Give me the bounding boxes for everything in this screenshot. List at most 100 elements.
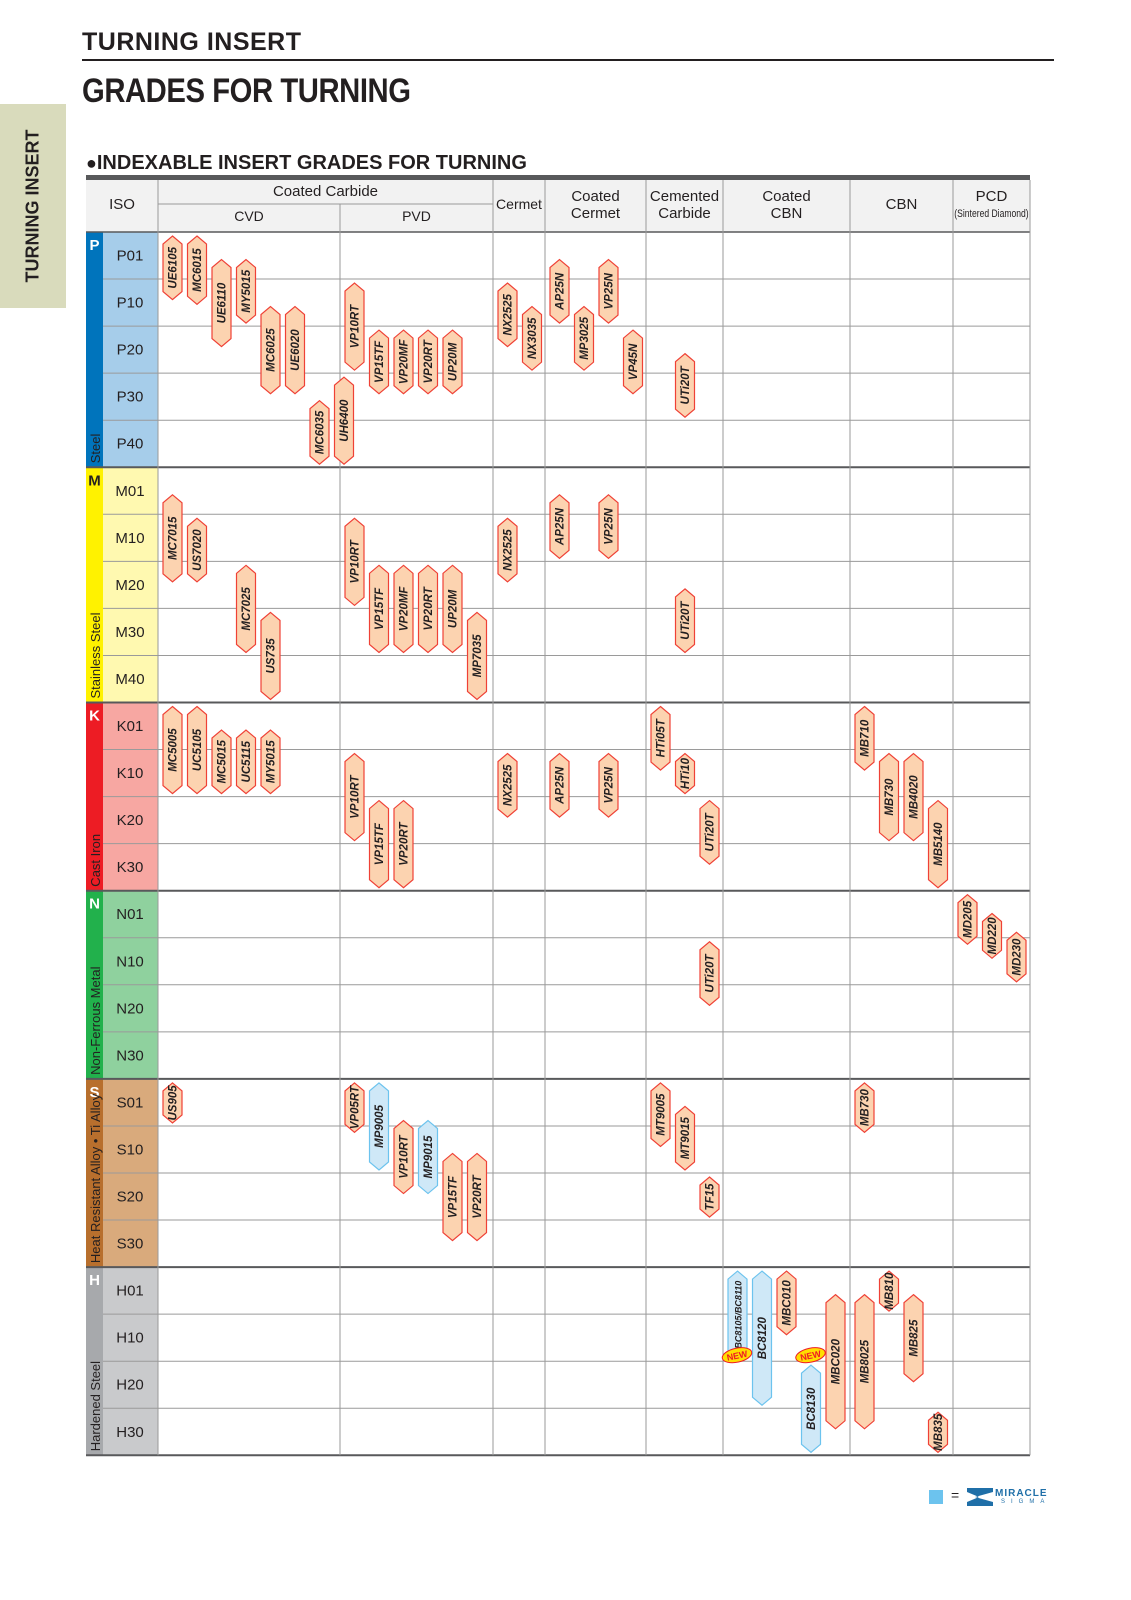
- grade-label: NX2525: [503, 529, 515, 571]
- header-cemented-carbide: Cemented: [650, 188, 719, 205]
- group-name-N: Non-Ferrous Metal: [88, 966, 103, 1074]
- group-bar-N: [86, 890, 103, 1079]
- grade-bar: [878, 1270, 900, 1312]
- group-bar-H: [86, 1267, 103, 1456]
- iso-row-label: H01: [116, 1283, 144, 1300]
- grade-label: AP25N: [555, 272, 567, 311]
- grade-bar: [260, 611, 281, 701]
- grade-label: MB710: [860, 719, 872, 757]
- grade-bar: [878, 752, 900, 842]
- grade-label: MB810: [884, 1272, 896, 1310]
- iso-row-label: H10: [116, 1330, 144, 1347]
- grade-bar: [211, 729, 232, 795]
- grade-bar: [598, 493, 619, 560]
- grade-label: UH6400: [339, 399, 351, 442]
- grade-label: VP20RT: [472, 1174, 484, 1218]
- grade-bar: [674, 752, 696, 795]
- section-title: ●INDEXABLE INSERT GRADES FOR TURNING: [86, 152, 527, 175]
- grade-bar: [344, 517, 365, 607]
- grade-bar: [622, 329, 644, 395]
- legend-brand: MIRACLE: [995, 1488, 1048, 1499]
- grade-label: NX3035: [527, 317, 539, 359]
- grade-label: VP45N: [628, 343, 640, 380]
- grade-label: UE6020: [290, 329, 302, 371]
- grade-bar: [393, 799, 414, 889]
- side-tab[interactable]: TURNING INSERT: [0, 104, 66, 308]
- grade-label: AP25N: [555, 507, 567, 546]
- miracle-sigma-logo-icon: [967, 1488, 993, 1506]
- grade-label: UTi20T: [680, 365, 692, 404]
- group-bar-K: [86, 702, 103, 891]
- grade-bar: [344, 1082, 365, 1134]
- grade-label: US735: [266, 638, 278, 674]
- grade-label: HTi10: [680, 757, 692, 789]
- grade-label: VP25N: [604, 766, 616, 803]
- grade-bar: [981, 912, 1003, 960]
- grade-label: MB730: [860, 1088, 872, 1126]
- grade-bar: [1006, 931, 1027, 983]
- group-bar-M: [86, 467, 103, 703]
- grade-bar: [186, 517, 208, 583]
- grade-label: MB4020: [909, 775, 921, 819]
- iso-row-label: P01: [117, 248, 144, 265]
- iso-row-label: H20: [116, 1377, 144, 1394]
- legend: = MIRACLE SIGMA: [929, 1486, 1050, 1508]
- grade-label: MB835: [933, 1413, 945, 1451]
- grade-bar: [674, 352, 696, 418]
- grade-bar: [854, 1293, 875, 1430]
- iso-row-label: K10: [117, 765, 144, 782]
- iso-row-label: N10: [116, 953, 144, 970]
- grade-bar: [854, 1082, 875, 1134]
- grade-label: TF15: [705, 1183, 717, 1210]
- header-cermet: Cermet: [496, 196, 542, 212]
- grade-label: BC8130: [806, 1387, 818, 1430]
- grade-label: VP10RT: [350, 775, 362, 819]
- grade-label: UTi20T: [705, 812, 717, 851]
- grade-label: VP15TF: [374, 340, 386, 383]
- grade-label: HTi05T: [656, 718, 668, 757]
- grade-bar: [393, 564, 414, 654]
- grade-bar: [466, 611, 488, 701]
- group-bar-P: [86, 232, 103, 468]
- iso-row-label: M40: [115, 671, 144, 688]
- group-bar-S: [86, 1078, 103, 1268]
- grade-bar: [521, 305, 543, 371]
- group-letter-K: K: [89, 708, 100, 725]
- grade-bar: [393, 1119, 414, 1195]
- grade-label: MD220: [987, 917, 999, 955]
- group-letter-N: N: [89, 896, 100, 913]
- grade-label: VP15TF: [448, 1175, 460, 1218]
- grade-bar: [699, 940, 720, 1007]
- group-letter-P: P: [89, 237, 99, 254]
- header-cvd: CVD: [234, 208, 264, 224]
- grade-bar: [162, 705, 183, 795]
- header-coated-cbn: CBN: [771, 205, 803, 222]
- header-cbn: CBN: [886, 196, 918, 213]
- grade-bar: [466, 1152, 488, 1242]
- grade-label: UC5115: [241, 741, 253, 783]
- grade-bar: [674, 1105, 696, 1171]
- grade-label: MB5140: [933, 822, 945, 866]
- grade-bar: [368, 799, 390, 889]
- header-coated-cermet: Coated: [571, 188, 619, 205]
- grade-label: VP20RT: [399, 822, 411, 866]
- iso-row-label: S20: [117, 1189, 144, 1206]
- grade-bar: [497, 282, 518, 348]
- legend-brand-sub: SIGMA: [1001, 1499, 1051, 1505]
- grade-label: MP9015: [423, 1135, 435, 1178]
- grade-bar: [699, 799, 720, 865]
- grade-label: MY5015: [241, 269, 253, 312]
- grade-label: MD230: [1012, 938, 1024, 976]
- grade-label: MC6035: [315, 410, 327, 454]
- group-letter-M: M: [88, 472, 101, 489]
- grade-label: US7020: [192, 529, 204, 571]
- group-name-K: Cast Iron: [88, 834, 103, 887]
- grade-label: VP20RT: [423, 586, 435, 630]
- grade-label: BC8120: [757, 1316, 769, 1359]
- grade-label: VP25N: [604, 272, 616, 309]
- legend-swatch-blue: [929, 1490, 943, 1504]
- iso-row-label: S01: [117, 1094, 144, 1111]
- new-badge: [795, 1347, 826, 1364]
- grade-bar: [442, 564, 463, 654]
- grade-bar: [162, 235, 183, 301]
